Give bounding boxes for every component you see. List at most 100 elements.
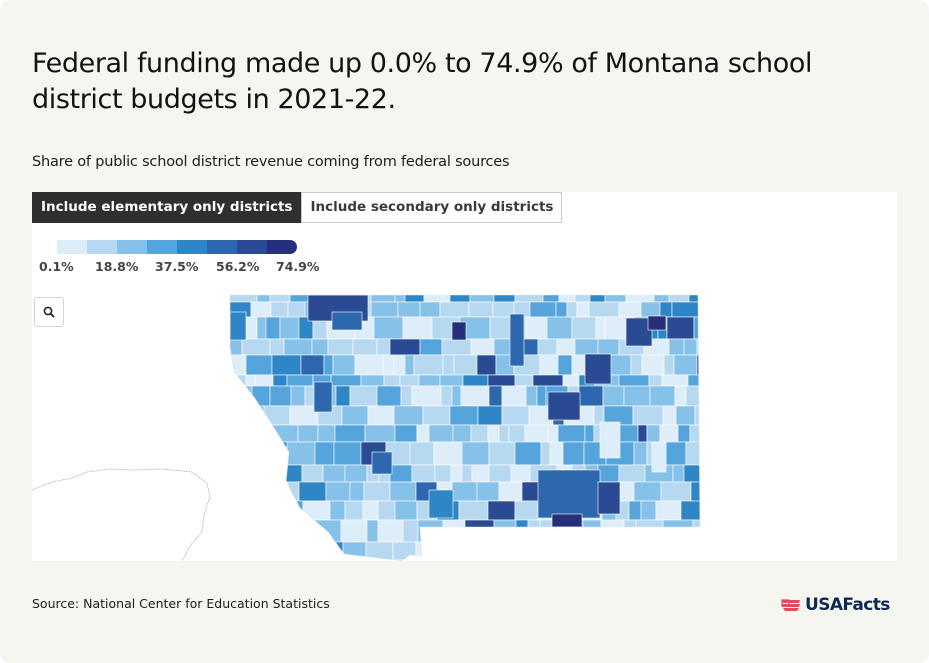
district-cell[interactable] — [394, 500, 418, 521]
district-cell[interactable] — [256, 316, 267, 340]
district-cell[interactable] — [263, 405, 291, 426]
district-cell[interactable] — [595, 316, 606, 340]
tab-secondary-districts[interactable]: Include secondary only districts — [301, 192, 563, 223]
district-cell[interactable] — [269, 338, 285, 356]
district-cell[interactable] — [604, 292, 627, 303]
district-cell[interactable] — [660, 481, 692, 502]
district-cell[interactable] — [633, 441, 648, 466]
district-cell[interactable] — [490, 541, 506, 561]
district-cell[interactable] — [451, 321, 467, 341]
district-cell[interactable] — [349, 385, 378, 407]
district-cell[interactable] — [635, 519, 664, 543]
district-cell[interactable] — [671, 301, 700, 318]
district-cell[interactable] — [562, 441, 585, 466]
district-cell[interactable] — [241, 405, 265, 426]
district-cell[interactable] — [423, 292, 451, 303]
district-cell[interactable] — [659, 424, 679, 443]
district-cell[interactable] — [228, 559, 258, 561]
district-cell[interactable] — [266, 464, 282, 483]
district-cell[interactable] — [451, 481, 478, 502]
district-cell[interactable] — [470, 424, 489, 443]
district-cell[interactable] — [333, 441, 362, 466]
district-cell[interactable] — [428, 489, 454, 519]
district-cell[interactable] — [678, 559, 691, 561]
district-cell[interactable] — [509, 313, 525, 367]
district-cell[interactable] — [442, 354, 455, 376]
district-cell[interactable] — [623, 519, 637, 543]
district-cell[interactable] — [434, 464, 452, 483]
district-cell[interactable] — [263, 500, 283, 521]
district-cell[interactable] — [309, 541, 320, 561]
district-cell[interactable] — [527, 519, 541, 543]
district-cell[interactable] — [402, 519, 419, 543]
district-cell[interactable] — [392, 541, 417, 561]
district-cell[interactable] — [230, 311, 247, 341]
district-cell[interactable] — [268, 519, 300, 543]
district-cell[interactable] — [597, 338, 620, 356]
district-cell[interactable] — [588, 541, 607, 561]
district-cell[interactable] — [228, 385, 253, 407]
district-cell[interactable] — [574, 292, 591, 303]
district-cell[interactable] — [305, 559, 326, 561]
district-cell[interactable] — [318, 541, 344, 561]
district-cell[interactable] — [362, 500, 379, 521]
district-cell[interactable] — [578, 385, 604, 407]
district-cell[interactable] — [599, 421, 621, 459]
district-cell[interactable] — [360, 374, 385, 387]
district-cell[interactable] — [300, 354, 325, 376]
district-cell[interactable] — [621, 559, 649, 561]
district-cell[interactable] — [322, 464, 346, 483]
district-cell[interactable] — [228, 500, 251, 521]
district-cell[interactable] — [335, 385, 351, 407]
district-cell[interactable] — [424, 541, 436, 561]
district-cell[interactable] — [329, 500, 346, 521]
district-cell[interactable] — [632, 405, 664, 426]
tab-elementary-districts[interactable]: Include elementary only districts — [32, 192, 302, 223]
district-cell[interactable] — [349, 559, 375, 561]
district-cell[interactable] — [245, 374, 256, 387]
district-cell[interactable] — [228, 541, 238, 561]
district-cell[interactable] — [680, 541, 710, 561]
district-cell[interactable] — [625, 317, 653, 347]
choropleth-map[interactable] — [32, 292, 897, 561]
district-cell[interactable] — [560, 559, 572, 561]
district-cell[interactable] — [317, 424, 336, 443]
district-cell[interactable] — [389, 481, 417, 502]
district-cell[interactable] — [539, 354, 559, 376]
district-cell[interactable] — [470, 338, 495, 356]
district-cell[interactable] — [276, 541, 300, 561]
district-cell[interactable] — [341, 405, 369, 426]
district-cell[interactable] — [393, 354, 406, 376]
district-cell[interactable] — [529, 301, 557, 318]
district-cell[interactable] — [298, 519, 315, 543]
district-cell[interactable] — [661, 374, 689, 387]
district-cell[interactable] — [655, 500, 682, 521]
district-cell[interactable] — [646, 424, 661, 443]
district-cell[interactable] — [487, 374, 516, 387]
district-cell[interactable] — [439, 374, 464, 387]
district-cell[interactable] — [571, 316, 597, 340]
district-cell[interactable] — [532, 374, 564, 387]
district-cell[interactable] — [469, 292, 495, 303]
district-cell[interactable] — [525, 316, 548, 340]
district-cell[interactable] — [604, 559, 623, 561]
district-cell[interactable] — [668, 338, 685, 356]
district-cell[interactable] — [399, 374, 420, 387]
district-cell[interactable] — [394, 292, 406, 303]
district-cell[interactable] — [366, 519, 379, 543]
district-cell[interactable] — [587, 559, 606, 561]
district-cell[interactable] — [271, 354, 302, 376]
district-cell[interactable] — [373, 559, 384, 561]
district-cell[interactable] — [290, 385, 306, 407]
district-cell[interactable] — [419, 301, 441, 318]
district-cell[interactable] — [551, 513, 583, 528]
district-cell[interactable] — [625, 292, 655, 303]
district-cell[interactable] — [445, 559, 476, 561]
district-cell[interactable] — [270, 301, 289, 318]
district-cell[interactable] — [464, 519, 495, 543]
district-cell[interactable] — [514, 292, 544, 303]
district-cell[interactable] — [557, 354, 573, 376]
district-cell[interactable] — [416, 424, 430, 443]
district-cell[interactable] — [600, 519, 625, 543]
district-cell[interactable] — [228, 405, 243, 426]
